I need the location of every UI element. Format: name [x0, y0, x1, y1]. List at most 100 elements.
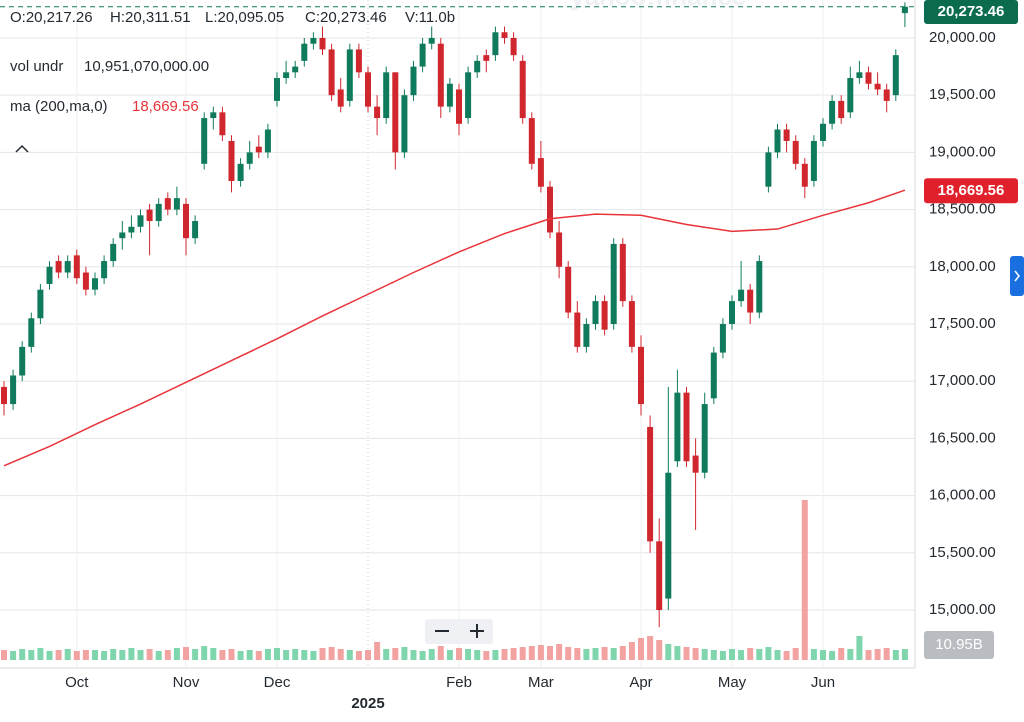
volume-bar	[346, 650, 353, 660]
volume-bar	[228, 649, 235, 660]
candle-body	[701, 404, 708, 473]
candle-body	[128, 226, 135, 233]
side-tab-button[interactable]	[1010, 256, 1024, 296]
candle-body	[810, 140, 817, 181]
candle-body	[474, 60, 481, 73]
volume-bar	[592, 648, 599, 660]
volume-bar	[437, 646, 444, 660]
candle-body	[319, 37, 326, 50]
volume-bar	[501, 649, 508, 660]
volume-bar	[683, 647, 690, 660]
candle-body	[10, 375, 17, 405]
candle-layer	[1, 2, 908, 628]
y-tick-label: 15,000.00	[929, 601, 996, 618]
volume-bar	[155, 651, 162, 660]
candle-body	[583, 323, 590, 347]
candle-body	[883, 89, 890, 101]
candle-body	[337, 89, 344, 107]
volume-bar	[820, 650, 826, 660]
volume-bar	[710, 650, 717, 660]
volume-bar	[119, 650, 126, 660]
candle-body	[119, 232, 126, 239]
candle-body	[374, 106, 381, 119]
candle-body	[92, 278, 98, 290]
candle-body	[638, 346, 644, 405]
volume-bar	[173, 648, 180, 660]
x-tick-label: May	[718, 674, 747, 691]
y-tick-label: 19,500.00	[929, 86, 996, 103]
volume-bar	[547, 646, 553, 660]
year-label: 2025	[351, 695, 384, 712]
candle-body	[692, 455, 699, 473]
ma-tag-label: 18,669.56	[938, 182, 1005, 199]
candle-body	[783, 129, 790, 141]
candle-body	[292, 66, 299, 73]
volume-bar	[337, 649, 344, 660]
volume-bar	[219, 650, 226, 660]
candle-body	[610, 243, 617, 324]
volume-bar	[383, 649, 390, 660]
volume-bar	[574, 648, 581, 660]
candle-body	[829, 100, 836, 124]
open: O:20,217.26	[10, 9, 93, 26]
volume-bar	[665, 644, 672, 660]
candle-body	[710, 352, 717, 399]
volume-bar	[692, 648, 699, 660]
candle-body	[365, 72, 371, 107]
grid	[0, 0, 915, 668]
x-tick-label: Mar	[528, 674, 554, 691]
volume-bar	[874, 649, 881, 660]
candle-body	[419, 43, 426, 67]
volume-bar	[301, 650, 308, 660]
y-tick-label: 17,500.00	[929, 315, 996, 332]
y-tick-label: 17,000.00	[929, 372, 996, 389]
candle-body	[537, 158, 544, 187]
candle-body	[556, 232, 563, 267]
side-tab[interactable]	[1010, 256, 1024, 296]
candle-body	[201, 118, 208, 164]
candle-body	[46, 266, 53, 284]
x-tick-label: Oct	[65, 674, 89, 691]
volume-bar	[628, 642, 635, 660]
candle-body	[383, 72, 390, 119]
y-tick-label: 18,500.00	[929, 201, 996, 218]
high: H:20,311.51	[110, 9, 191, 26]
candle-body	[237, 163, 244, 181]
volume-bar	[765, 647, 772, 660]
volume-bar	[519, 647, 526, 660]
candle-body	[665, 472, 672, 599]
volume-bar	[246, 650, 253, 660]
volume-bar	[756, 649, 763, 660]
volume-bar	[237, 651, 244, 660]
candle-body	[892, 55, 899, 96]
volume-bar	[401, 647, 408, 660]
candle-body	[592, 301, 599, 324]
volume-bar	[310, 651, 317, 660]
volume-bar	[738, 650, 745, 660]
candle-body	[774, 129, 781, 153]
y-tick-label: 16,500.00	[929, 429, 996, 446]
volume-bar	[483, 651, 490, 660]
y-tick-label: 16,000.00	[929, 487, 996, 504]
volume-bar	[110, 649, 117, 660]
candle-body	[901, 6, 908, 14]
candle-body	[519, 60, 526, 119]
collapse-caret[interactable]	[15, 144, 29, 153]
volume-bar	[865, 650, 872, 660]
candle-body	[310, 37, 317, 44]
candle-body	[547, 186, 553, 233]
candle-body	[246, 152, 253, 164]
candle-body	[765, 152, 772, 187]
candle-body	[729, 301, 735, 324]
volume-bar	[183, 647, 189, 660]
volume-bar	[537, 645, 544, 660]
y-tick-label: 15,500.00	[929, 544, 996, 561]
candle-body	[219, 112, 226, 136]
volume-bar	[164, 650, 171, 660]
volume-bar	[565, 647, 572, 660]
volume-bar	[656, 640, 663, 660]
vol-name: vol undr	[10, 58, 63, 75]
candle-body	[283, 72, 290, 79]
volume-bar	[319, 648, 326, 660]
